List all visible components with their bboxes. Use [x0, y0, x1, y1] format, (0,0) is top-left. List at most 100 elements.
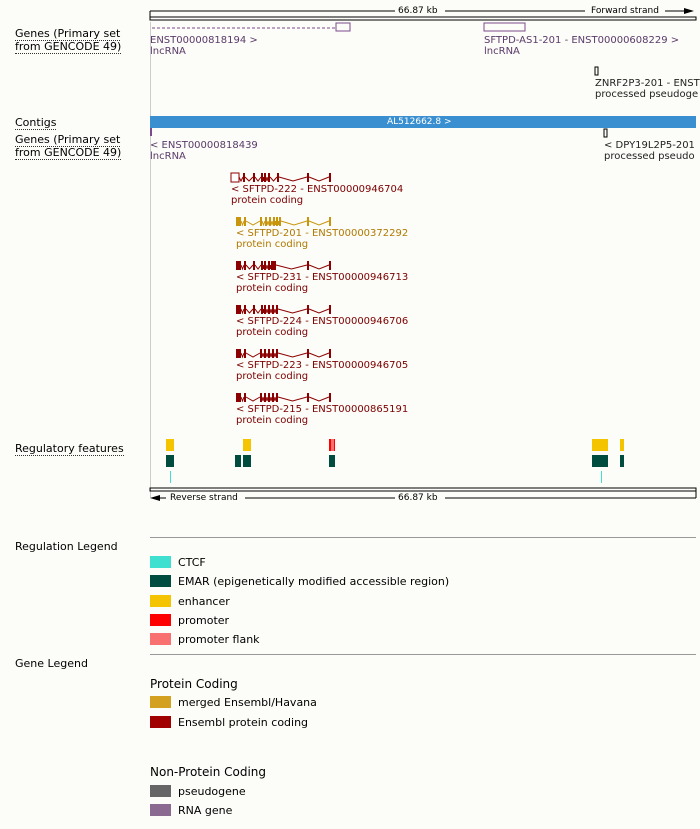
gene-ENST00000818194-exon[interactable] — [335, 22, 351, 32]
ctcf-feature[interactable] — [601, 471, 602, 483]
contig-label[interactable]: AL512662.8 > — [387, 117, 452, 127]
exon[interactable] — [264, 305, 266, 314]
exon[interactable] — [307, 173, 309, 182]
transcript-label[interactable]: < SFTPD-223 - ENST00000946705 — [236, 360, 409, 371]
exon[interactable] — [264, 393, 266, 402]
enhancer-feature[interactable] — [592, 439, 608, 451]
exon[interactable] — [277, 173, 279, 182]
exon[interactable] — [273, 217, 275, 226]
exon[interactable] — [268, 393, 270, 402]
exon[interactable] — [268, 305, 270, 314]
gene-label[interactable]: < ENST00000818439 — [150, 140, 258, 151]
exon[interactable] — [307, 261, 309, 270]
exon[interactable] — [253, 173, 255, 182]
exon[interactable] — [276, 393, 278, 402]
gene-biotype: processed pseudoge — [595, 89, 699, 100]
exon[interactable] — [276, 305, 278, 314]
track-label-contigs[interactable]: Contigs — [15, 116, 57, 130]
legend-label: promoter flank — [178, 633, 260, 646]
exon[interactable] — [230, 172, 240, 183]
gene-label[interactable]: SFTPD-AS1-201 - ENST00000608229 > — [484, 35, 680, 46]
exon[interactable] — [271, 261, 276, 270]
gene-ZNRF2P3-201[interactable] — [594, 66, 599, 76]
gene-label[interactable]: ZNRF2P3-201 - ENST — [595, 78, 700, 89]
enhancer-feature[interactable] — [243, 439, 251, 451]
exon[interactable] — [276, 217, 278, 226]
promoter-flank-feature[interactable] — [331, 439, 334, 451]
gene-SFTPD-AS1-201[interactable] — [483, 22, 526, 32]
intron — [261, 220, 266, 227]
exon[interactable] — [269, 217, 271, 226]
emar-feature[interactable] — [620, 455, 624, 467]
exon[interactable] — [264, 261, 266, 270]
exon[interactable] — [253, 261, 255, 270]
intron — [277, 352, 308, 358]
emar-feature[interactable] — [592, 455, 608, 467]
emar-feature[interactable] — [235, 455, 241, 467]
transcript-biotype: protein coding — [236, 415, 309, 426]
enhancer-feature[interactable] — [166, 439, 174, 451]
emar-feature[interactable] — [166, 455, 174, 467]
exon[interactable] — [244, 393, 246, 402]
transcript-label[interactable]: < SFTPD-224 - ENST00000946706 — [236, 316, 409, 327]
exon[interactable] — [261, 305, 263, 314]
exon[interactable] — [268, 349, 270, 358]
transcript-label[interactable]: < SFTPD-201 - ENST00000372292 — [236, 228, 409, 239]
exon[interactable] — [307, 305, 309, 314]
exon[interactable] — [261, 261, 263, 270]
exon[interactable] — [261, 173, 263, 182]
exon[interactable] — [244, 217, 246, 226]
exon[interactable] — [272, 349, 274, 358]
exon[interactable] — [236, 305, 241, 314]
exon[interactable] — [329, 349, 331, 358]
exon[interactable] — [253, 305, 255, 314]
exon[interactable] — [329, 393, 331, 402]
exon[interactable] — [264, 349, 266, 358]
ctcf-feature[interactable] — [170, 471, 171, 483]
track-label-genes-reverse[interactable]: Genes (Primary set from GENCODE 49) — [15, 133, 122, 160]
exon[interactable] — [329, 305, 331, 314]
transcript-label[interactable]: < SFTPD-231 - ENST00000946713 — [236, 272, 409, 283]
exon[interactable] — [236, 393, 241, 402]
exon[interactable] — [244, 305, 246, 314]
exon[interactable] — [244, 261, 246, 270]
gene-biotype: lncRNA — [484, 46, 520, 57]
legend-label: enhancer — [178, 595, 230, 608]
exon[interactable] — [276, 349, 278, 358]
track-label-genes-forward[interactable]: Genes (Primary set from GENCODE 49) — [15, 27, 122, 54]
legend-label: EMAR (epigenetically modified accessible… — [178, 575, 450, 588]
exon[interactable] — [260, 349, 262, 358]
transcript-label[interactable]: < SFTPD-215 - ENST00000865191 — [236, 404, 409, 415]
exon[interactable] — [329, 217, 331, 226]
exon[interactable] — [272, 305, 274, 314]
enhancer-feature[interactable] — [620, 439, 624, 451]
gene-label[interactable]: ENST00000818194 > — [150, 35, 258, 46]
transcript-label[interactable]: < SFTPD-222 - ENST00000946704 — [231, 184, 404, 195]
exon[interactable] — [244, 349, 246, 358]
exon[interactable] — [268, 261, 270, 270]
gene-ENST00000818439[interactable] — [150, 128, 152, 136]
exon[interactable] — [329, 261, 331, 270]
exon[interactable] — [307, 393, 309, 402]
exon[interactable] — [279, 217, 281, 226]
exon[interactable] — [272, 393, 274, 402]
exon[interactable] — [260, 393, 262, 402]
exon[interactable] — [236, 349, 241, 358]
exon[interactable] — [329, 173, 331, 182]
track-label-regulatory[interactable]: Regulatory features — [15, 442, 124, 456]
gene-DPY19L2P5-201[interactable] — [603, 128, 608, 138]
contig-bar[interactable] — [150, 116, 696, 128]
exon[interactable] — [236, 217, 241, 226]
exon[interactable] — [264, 173, 266, 182]
gene-label[interactable]: < DPY19L2P5-201 — [604, 140, 695, 151]
intron — [275, 264, 308, 270]
exon[interactable] — [265, 217, 267, 226]
emar-feature[interactable] — [243, 455, 251, 467]
exon[interactable] — [307, 349, 309, 358]
exon[interactable] — [260, 217, 262, 226]
exon[interactable] — [236, 261, 241, 270]
exon[interactable] — [307, 217, 309, 226]
exon[interactable] — [243, 173, 245, 182]
exon[interactable] — [268, 173, 270, 182]
emar-feature[interactable] — [329, 455, 335, 467]
